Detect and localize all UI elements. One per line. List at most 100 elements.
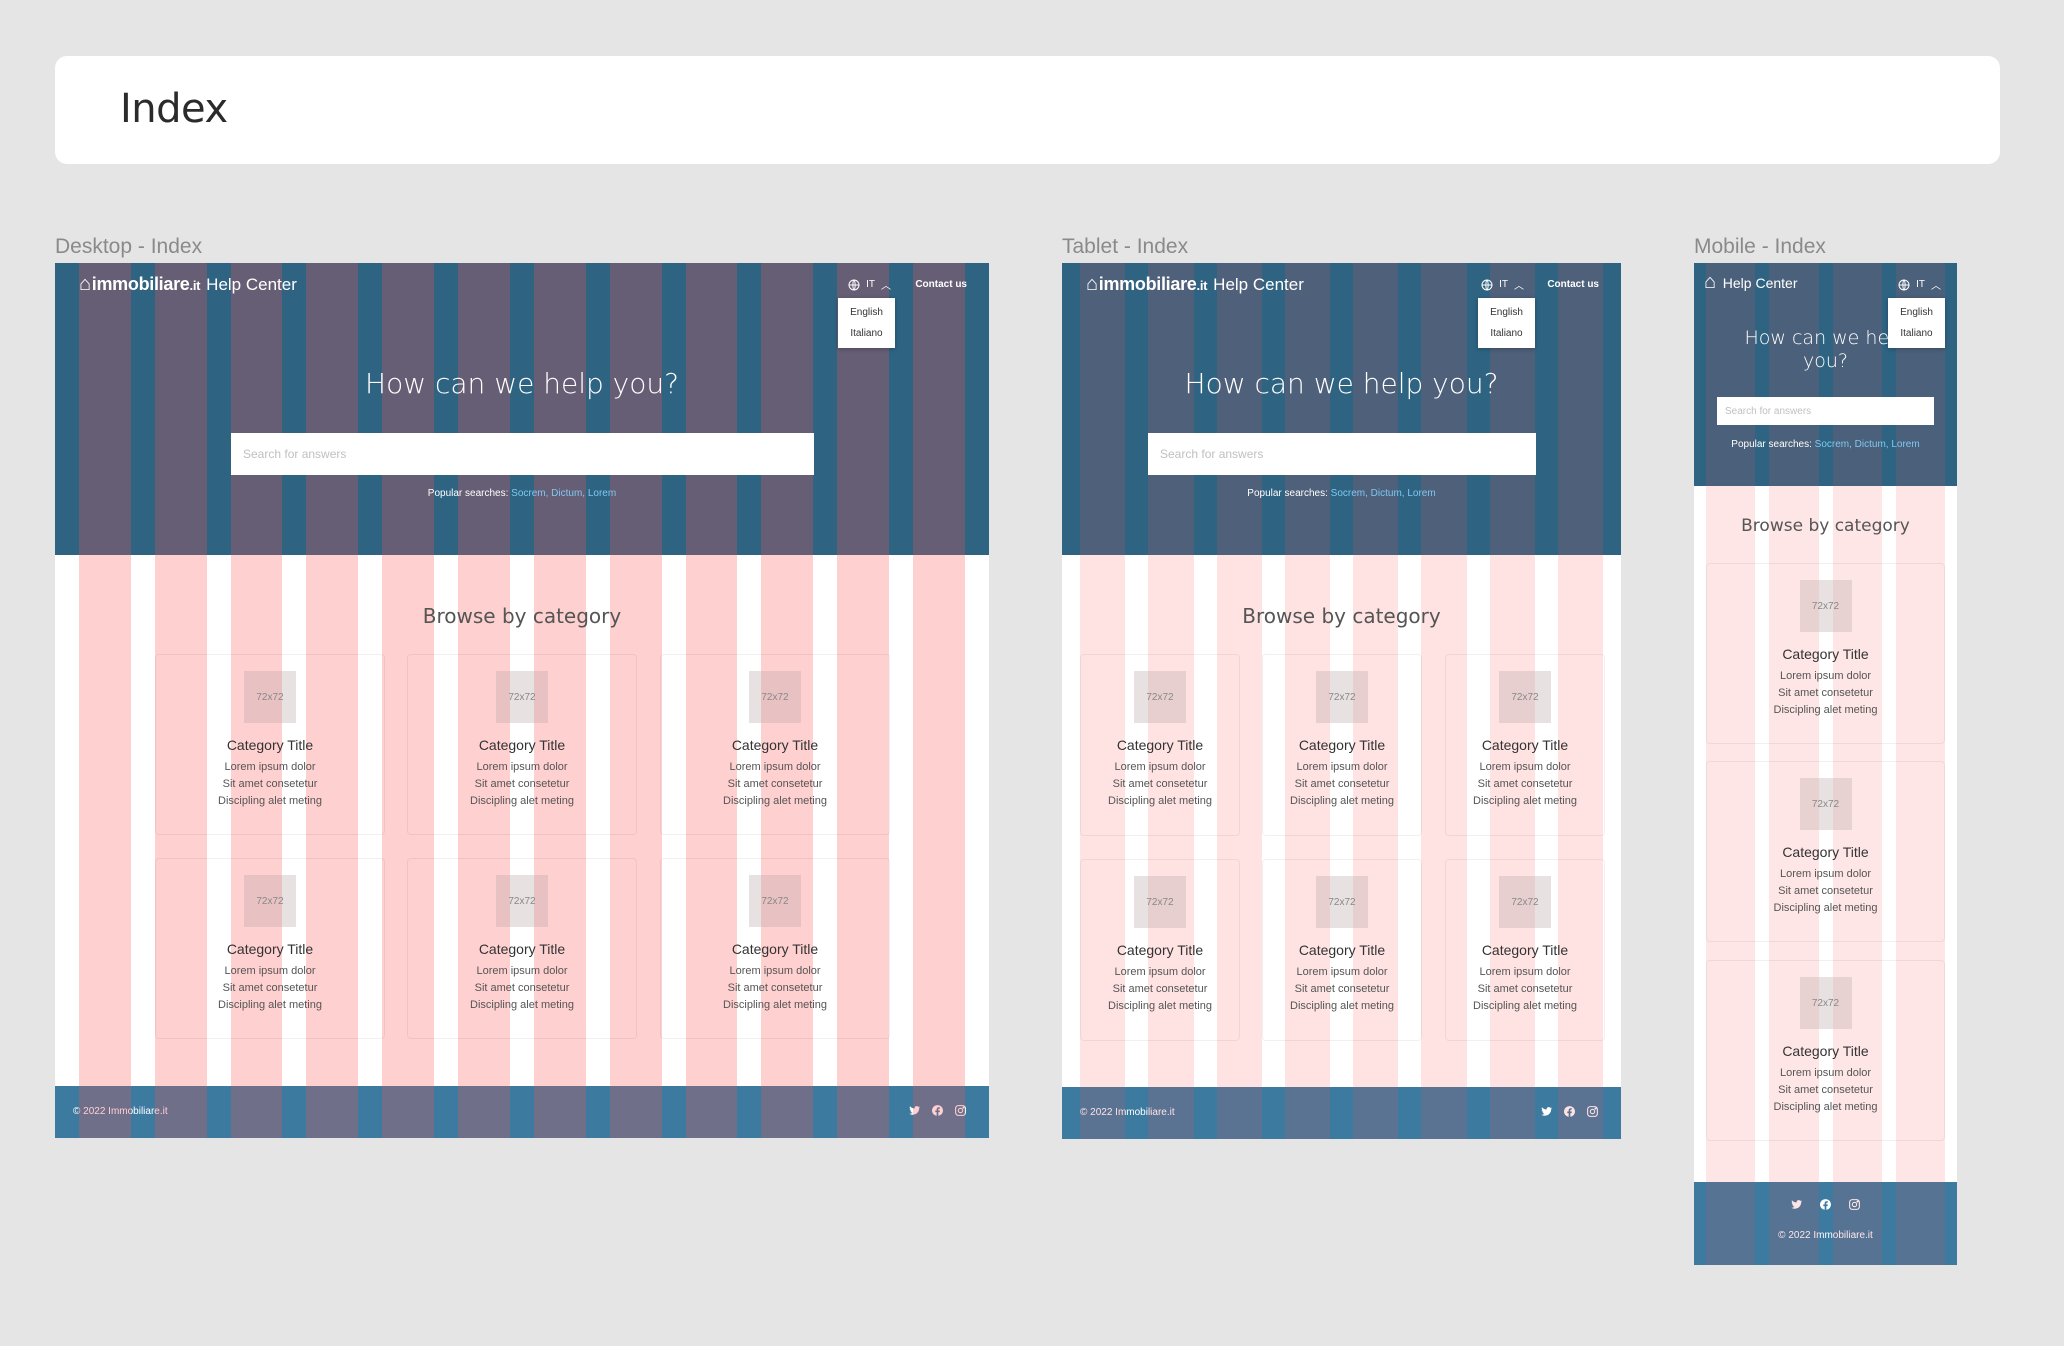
house-icon: ⌂ xyxy=(1086,273,1098,295)
language-option-english[interactable]: English xyxy=(1900,307,1933,318)
hero-title: How can we help you? xyxy=(365,367,679,400)
popular-search-links[interactable]: Socrem, Dictum, Lorem xyxy=(1330,488,1436,499)
category-title: Category Title xyxy=(731,941,819,957)
popular-search-links[interactable]: Socrem, Dictum, Lorem xyxy=(1814,439,1920,450)
logo[interactable]: ⌂immobiliare.it Help Center xyxy=(1086,273,1304,295)
mobile-frame-label: Mobile - Index xyxy=(1694,235,1826,258)
category-card[interactable]: 72x72 Category Title Lorem ipsum dolor Si… xyxy=(1445,859,1605,1041)
search-input[interactable]: Search for answers xyxy=(231,433,814,475)
twitter-icon[interactable] xyxy=(908,1104,921,1122)
category-card[interactable]: 72x72 Category Title Lorem ipsum dolor Si… xyxy=(1262,654,1422,836)
popular-searches: Popular searches: Socrem, Dictum, Lorem xyxy=(1731,439,1920,450)
category-card[interactable]: 72x72 Category Title Lorem ipsum dolor Si… xyxy=(1706,761,1945,942)
language-selector[interactable]: IT ︿ xyxy=(1481,277,1524,292)
contact-link[interactable]: Contact us xyxy=(1547,279,1599,290)
tablet-frame: © 2022 Immobiliare.it ⌂immobiliare.it He… xyxy=(1062,263,1621,1139)
logo[interactable]: ⌂immobiliare.it Help Center xyxy=(79,273,297,295)
facebook-icon[interactable] xyxy=(1819,1198,1832,1216)
language-option-italiano[interactable]: Italiano xyxy=(850,328,883,339)
chevron-up-icon: ︿ xyxy=(1514,281,1524,292)
category-description: Lorem ipsum dolor Sit amet consetetur Disc… xyxy=(1290,761,1394,807)
category-description: Lorem ipsum dolor Sit amet consetetur Disc… xyxy=(723,965,827,1011)
category-card[interactable]: 72x72 Category Title Lorem ipsum dolor Si… xyxy=(1706,563,1945,744)
category-thumbnail: 72x72 xyxy=(1134,876,1186,928)
category-title: Category Title xyxy=(478,737,566,753)
house-icon: ⌂ xyxy=(1704,271,1716,293)
contact-link[interactable]: Contact us xyxy=(915,279,967,290)
instagram-icon[interactable] xyxy=(1586,1105,1599,1123)
category-title: Category Title xyxy=(1782,844,1869,860)
search-input[interactable]: Search for answers xyxy=(1717,397,1934,425)
hero-title: How can we help you? xyxy=(1744,327,1907,372)
category-title: Category Title xyxy=(1298,737,1386,753)
category-title: Category Title xyxy=(478,941,566,957)
search-input[interactable]: Search for answers xyxy=(1148,433,1536,475)
chevron-up-icon: ︿ xyxy=(1931,281,1941,292)
language-code: IT xyxy=(866,279,875,290)
twitter-icon[interactable] xyxy=(1540,1105,1553,1123)
help-center-label: Help Center xyxy=(1213,275,1304,294)
content-section xyxy=(55,555,989,1086)
globe-icon xyxy=(1481,279,1493,290)
category-thumbnail: 72x72 xyxy=(244,671,296,723)
mobile-frame: © 2022 Immobiliare.it ⌂ Help Center IT ︿… xyxy=(1694,263,1957,1265)
category-thumbnail: 72x72 xyxy=(749,671,801,723)
category-card[interactable]: 72x72 Category Title Lorem ipsum dolor Si… xyxy=(1706,960,1945,1141)
twitter-icon[interactable] xyxy=(1790,1198,1803,1216)
language-option-english[interactable]: English xyxy=(850,307,883,318)
category-description: Lorem ipsum dolor Sit amet consetetur Disc… xyxy=(218,965,322,1011)
category-description: Lorem ipsum dolor Sit amet consetetur Disc… xyxy=(1473,966,1577,1012)
category-thumbnail: 72x72 xyxy=(496,671,548,723)
category-card[interactable]: 72x72 Category Title Lorem ipsum dolor Si… xyxy=(1080,654,1240,836)
facebook-icon[interactable] xyxy=(931,1104,944,1122)
category-card[interactable]: 72x72 Category Title Lorem ipsum dolor Si… xyxy=(660,654,890,835)
language-code: IT xyxy=(1499,279,1508,290)
category-card[interactable]: 72x72 Category Title Lorem ipsum dolor Si… xyxy=(407,654,637,835)
globe-icon xyxy=(1898,279,1910,290)
category-card[interactable]: 72x72 Category Title Lorem ipsum dolor Si… xyxy=(1262,859,1422,1041)
category-title: Category Title xyxy=(1481,942,1569,958)
category-card[interactable]: 72x72 Category Title Lorem ipsum dolor Si… xyxy=(660,858,890,1039)
language-selector[interactable]: IT ︿ xyxy=(848,277,891,292)
category-thumbnail: 72x72 xyxy=(1799,977,1852,1029)
popular-searches: Popular searches: Socrem, Dictum, Lorem xyxy=(1247,488,1436,499)
category-thumbnail: 72x72 xyxy=(1499,671,1551,723)
globe-icon xyxy=(848,279,860,290)
category-card[interactable]: 72x72 Category Title Lorem ipsum dolor Si… xyxy=(407,858,637,1039)
hero-section xyxy=(55,263,989,555)
house-icon: ⌂ xyxy=(79,273,91,295)
footer: © 2022 Immobiliare.it xyxy=(55,1086,989,1138)
category-thumbnail: 72x72 xyxy=(1799,580,1852,632)
instagram-icon[interactable] xyxy=(954,1104,967,1122)
chevron-up-icon: ︿ xyxy=(881,281,891,292)
category-thumbnail: 72x72 xyxy=(1316,671,1368,723)
social-links xyxy=(1694,1198,1957,1216)
category-thumbnail: 72x72 xyxy=(1499,876,1551,928)
category-title: Category Title xyxy=(226,941,314,957)
category-card[interactable]: 72x72 Category Title Lorem ipsum dolor Si… xyxy=(155,654,385,835)
tablet-frame-label: Tablet - Index xyxy=(1062,235,1189,258)
category-title: Category Title xyxy=(1782,646,1869,662)
facebook-icon[interactable] xyxy=(1563,1105,1576,1123)
category-card[interactable]: 72x72 Category Title Lorem ipsum dolor Si… xyxy=(1445,654,1605,836)
hero-section xyxy=(1062,263,1621,555)
category-description: Lorem ipsum dolor Sit amet consetetur Disc… xyxy=(723,761,827,807)
instagram-icon[interactable] xyxy=(1848,1198,1861,1216)
language-option-italiano[interactable]: Italiano xyxy=(1490,328,1523,339)
category-thumbnail: 72x72 xyxy=(749,875,801,927)
content-section xyxy=(1694,486,1957,1182)
language-selector[interactable]: IT ︿ xyxy=(1898,277,1941,292)
content-section xyxy=(1062,555,1621,1087)
category-thumbnail: 72x72 xyxy=(1134,671,1186,723)
popular-search-links[interactable]: Socrem, Dictum, Lorem xyxy=(511,488,617,499)
category-thumbnail: 72x72 xyxy=(1316,876,1368,928)
category-description: Lorem ipsum dolor Sit amet consetetur Disc… xyxy=(1773,1067,1878,1113)
social-links xyxy=(908,1104,967,1122)
language-dropdown: English Italiano xyxy=(1888,298,1945,348)
category-title: Category Title xyxy=(1298,942,1386,958)
logo[interactable]: ⌂ Help Center xyxy=(1704,271,1797,294)
category-card[interactable]: 72x72 Category Title Lorem ipsum dolor Si… xyxy=(155,858,385,1039)
language-option-english[interactable]: English xyxy=(1490,307,1523,318)
language-option-italiano[interactable]: Italiano xyxy=(1900,328,1933,339)
category-card[interactable]: 72x72 Category Title Lorem ipsum dolor Si… xyxy=(1080,859,1240,1041)
